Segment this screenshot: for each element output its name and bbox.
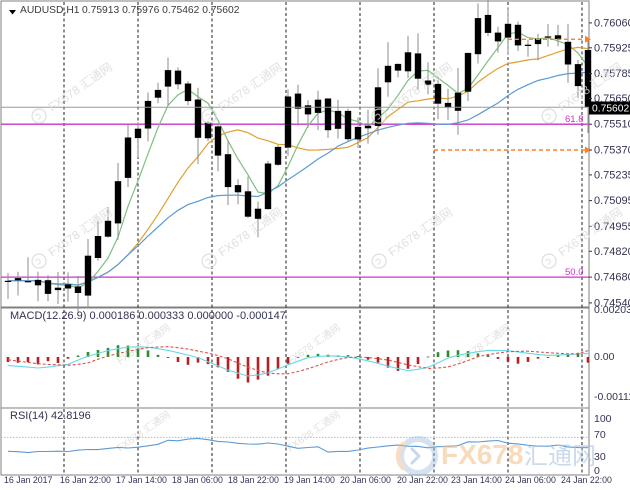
svg-text:0.75510: 0.75510: [594, 119, 630, 131]
svg-text:61.8: 61.8: [565, 114, 584, 125]
svg-text:FX678: FX678: [441, 439, 524, 470]
svg-text:0.75370: 0.75370: [594, 145, 630, 157]
svg-text:0.75602: 0.75602: [592, 103, 629, 114]
svg-text:0.75925: 0.75925: [594, 42, 630, 54]
svg-text:24 Jan 06:00: 24 Jan 06:00: [505, 475, 556, 485]
svg-text:18 Jan 06:00: 18 Jan 06:00: [172, 475, 223, 485]
svg-text:0.75235: 0.75235: [594, 169, 630, 181]
svg-text:17 Jan 14:00: 17 Jan 14:00: [116, 475, 167, 485]
svg-text:20 Jan 06:00: 20 Jan 06:00: [340, 475, 391, 485]
svg-text:18 Jan 22:00: 18 Jan 22:00: [228, 475, 279, 485]
svg-text:16 Jan 22:00: 16 Jan 22:00: [60, 475, 111, 485]
svg-text:70: 70: [594, 429, 606, 441]
svg-text:汇通网: 汇通网: [524, 443, 596, 470]
svg-text:50.0: 50.0: [565, 267, 584, 278]
svg-text:16 Jan 2017: 16 Jan 2017: [4, 475, 53, 485]
svg-text:100: 100: [594, 413, 612, 425]
svg-text:23 Jan 14:00: 23 Jan 14:00: [451, 475, 502, 485]
svg-text:20 Jan 22:00: 20 Jan 22:00: [397, 475, 448, 485]
svg-text:MACD(12.26.9) 0.000186 0.00033: MACD(12.26.9) 0.000186 0.000333 0.000000…: [10, 310, 286, 322]
svg-text:0.74820: 0.74820: [594, 246, 630, 258]
svg-text:24 Jan 22:00: 24 Jan 22:00: [561, 475, 612, 485]
svg-text:0.002037: 0.002037: [594, 304, 630, 316]
svg-text:0.76060: 0.76060: [594, 17, 630, 29]
svg-text:AUDUSD,H1: AUDUSD,H1: [20, 5, 80, 16]
svg-text:0.74680: 0.74680: [594, 272, 630, 284]
svg-text:0.75913 0.75976 0.75462 0.7560: 0.75913 0.75976 0.75462 0.75602: [82, 5, 240, 16]
svg-text:RSI(14) 42.8196: RSI(14) 42.8196: [10, 410, 91, 422]
svg-text:0.75095: 0.75095: [594, 195, 630, 207]
svg-text:-0.001112: -0.001112: [594, 391, 630, 403]
svg-text:0.00: 0.00: [594, 351, 615, 363]
svg-text:19 Jan 14:00: 19 Jan 14:00: [284, 475, 335, 485]
